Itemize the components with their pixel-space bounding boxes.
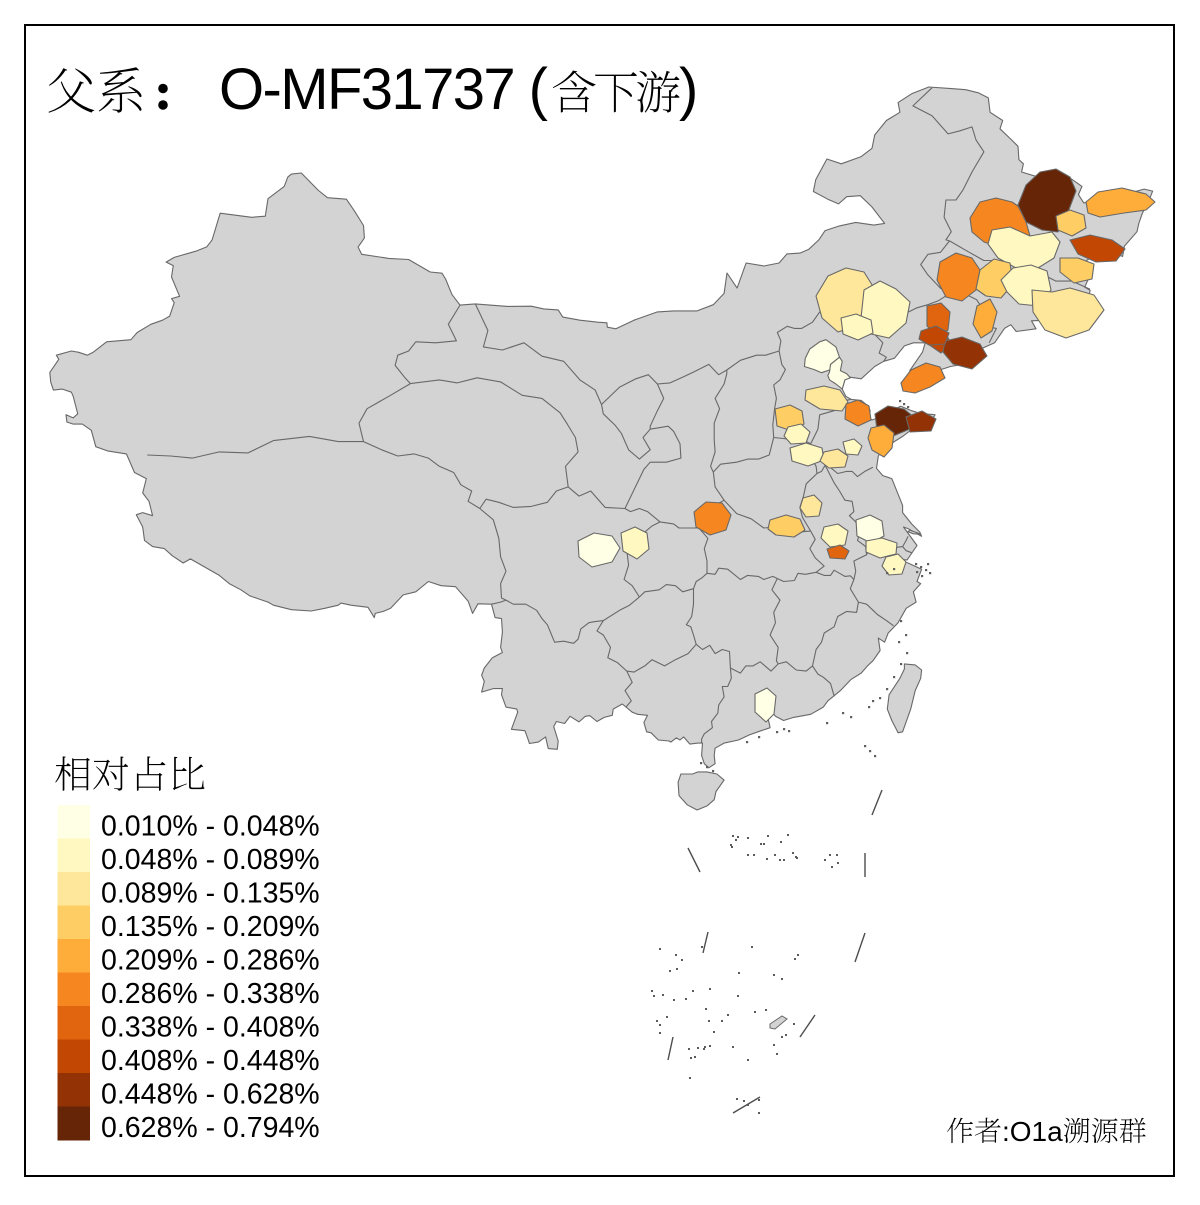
svg-text:0.135% - 0.209%: 0.135% - 0.209%	[101, 911, 320, 943]
svg-text:0.338% - 0.408%: 0.338% - 0.408%	[101, 1012, 320, 1044]
svg-text:): )	[679, 57, 698, 122]
svg-text::O1a: :O1a	[1002, 1116, 1063, 1147]
svg-text:0.048% - 0.089%: 0.048% - 0.089%	[101, 844, 320, 876]
svg-text:0.628% - 0.794%: 0.628% - 0.794%	[101, 1112, 320, 1144]
svg-text:0.209% - 0.286%: 0.209% - 0.286%	[101, 945, 320, 977]
svg-text:0.286% - 0.338%: 0.286% - 0.338%	[101, 978, 320, 1010]
svg-text:0.010% - 0.048%: 0.010% - 0.048%	[101, 811, 320, 843]
svg-text:O-MF31737 (: O-MF31737 (	[219, 57, 548, 122]
svg-text:0.408% - 0.448%: 0.408% - 0.448%	[101, 1045, 320, 1077]
svg-text:0.448% - 0.628%: 0.448% - 0.628%	[101, 1079, 320, 1111]
svg-text:0.089% - 0.135%: 0.089% - 0.135%	[101, 878, 320, 910]
